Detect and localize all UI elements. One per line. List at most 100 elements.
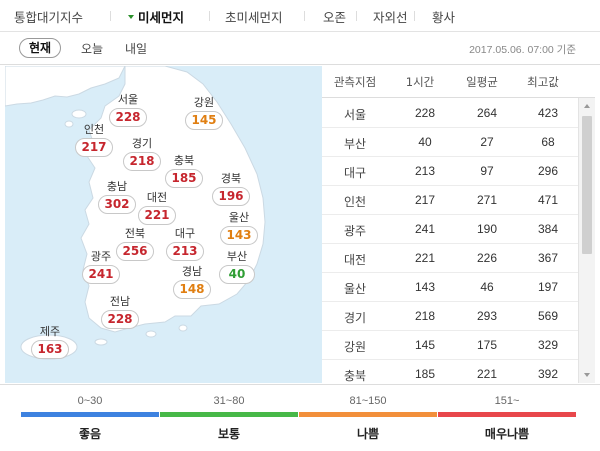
cell-station: 충북 xyxy=(343,369,367,383)
region-name: 인천 xyxy=(83,123,105,136)
region-jeonnam[interactable]: 전남 228 xyxy=(90,295,150,329)
table-row: 부산 40 27 68 xyxy=(322,128,578,157)
tab-yellow-dust[interactable]: 황사 xyxy=(432,10,456,25)
cell-station: 부산 xyxy=(343,137,367,151)
region-daejeon[interactable]: 대전 221 xyxy=(127,191,187,225)
cell-daily-avg: 293 xyxy=(476,309,498,323)
region-name: 전북 xyxy=(124,227,146,240)
table-scrollbar[interactable] xyxy=(578,98,595,383)
scroll-down-arrow-icon[interactable] xyxy=(584,373,590,377)
legend-label: 매우나쁨 xyxy=(484,427,530,441)
tab-divider xyxy=(110,11,111,21)
cell-max: 197 xyxy=(537,280,559,294)
region-daegu[interactable]: 대구 213 xyxy=(155,227,215,261)
region-jeonbuk[interactable]: 전북 256 xyxy=(105,227,165,261)
region-value-badge: 148 xyxy=(173,280,211,299)
header-station: 관측지점 xyxy=(333,75,377,89)
region-incheon[interactable]: 인천 217 xyxy=(64,123,124,157)
region-gyeongbuk[interactable]: 경북 196 xyxy=(201,172,261,206)
cell-station: 인천 xyxy=(343,195,367,209)
legend-range: 81~150 xyxy=(349,395,387,407)
cell-station: 대구 xyxy=(343,166,367,180)
table-row: 서울 228 264 423 xyxy=(322,99,578,128)
tab-ozone[interactable]: 오존 xyxy=(323,10,347,25)
north-landmass xyxy=(5,66,126,107)
island xyxy=(178,324,188,332)
tab-today[interactable]: 오늘 xyxy=(81,42,104,56)
scroll-up-arrow-icon[interactable] xyxy=(584,104,590,108)
table-row: 충북 185 221 392 xyxy=(322,360,578,383)
cell-daily-avg: 46 xyxy=(480,280,494,294)
cell-station: 광주 xyxy=(343,224,367,238)
cell-max: 367 xyxy=(537,251,559,265)
cell-daily-avg: 190 xyxy=(476,222,498,236)
legend-label: 좋음 xyxy=(78,427,102,441)
tab-integrated-index[interactable]: 통합대기지수 xyxy=(14,10,84,25)
region-name: 대구 xyxy=(174,227,196,240)
tab-tomorrow[interactable]: 내일 xyxy=(125,42,148,56)
legend-label: 나쁨 xyxy=(356,427,380,441)
tab-uv[interactable]: 자외선 xyxy=(373,10,408,25)
region-chungbuk[interactable]: 충북 185 xyxy=(154,154,214,188)
region-name: 대전 xyxy=(146,191,168,204)
tab-fine-dust[interactable]: 미세먼지 xyxy=(128,7,184,26)
tab-divider xyxy=(414,11,415,21)
cell-hourly: 143 xyxy=(414,280,436,294)
cell-station: 경기 xyxy=(343,311,367,325)
cell-daily-avg: 226 xyxy=(476,251,498,265)
region-chungnam[interactable]: 충남 302 xyxy=(87,180,147,214)
legend-color-bar xyxy=(438,412,576,417)
legend-bad: 81~150 나쁨 xyxy=(299,395,437,442)
table-row: 대전 221 226 367 xyxy=(322,244,578,273)
scroll-thumb[interactable] xyxy=(582,116,592,254)
table-row: 광주 241 190 384 xyxy=(322,215,578,244)
cell-max: 329 xyxy=(537,338,559,352)
region-gwangju[interactable]: 광주 241 xyxy=(71,250,131,284)
island xyxy=(64,120,74,128)
region-name: 충남 xyxy=(106,180,128,193)
region-gyeongnam[interactable]: 경남 148 xyxy=(162,265,222,299)
region-name: 충북 xyxy=(173,154,195,167)
region-ulsan[interactable]: 울산 143 xyxy=(209,211,269,245)
cell-daily-avg: 27 xyxy=(480,135,494,149)
region-busan[interactable]: 부산 40 xyxy=(207,250,267,284)
region-value-badge: 143 xyxy=(220,226,258,245)
cell-hourly: 40 xyxy=(418,135,432,149)
cell-station: 서울 xyxy=(343,108,367,122)
cell-hourly: 241 xyxy=(414,222,436,236)
region-value-badge: 218 xyxy=(123,152,161,171)
legend-range: 31~80 xyxy=(213,395,245,407)
cell-hourly: 217 xyxy=(414,193,436,207)
region-value-badge: 228 xyxy=(109,108,147,127)
table-row: 경기 218 293 569 xyxy=(322,302,578,331)
tab-divider xyxy=(209,11,210,21)
cell-station: 강원 xyxy=(343,340,367,354)
region-value-badge: 217 xyxy=(75,138,113,157)
legend-range: 0~30 xyxy=(77,395,103,407)
region-name: 경기 xyxy=(131,137,153,150)
region-gangwon[interactable]: 강원 145 xyxy=(174,96,234,130)
region-name: 경북 xyxy=(220,172,242,185)
island xyxy=(145,330,157,338)
table-header: 관측지점 1시간 일평균 최고값 xyxy=(322,66,595,98)
legend-color-bar xyxy=(160,412,298,417)
cell-max: 296 xyxy=(537,164,559,178)
ganghwa-island xyxy=(71,109,87,119)
table-row: 대구 213 97 296 xyxy=(322,157,578,186)
tab-ultrafine-dust[interactable]: 초미세먼지 xyxy=(225,10,283,25)
region-name: 제주 xyxy=(39,325,61,338)
region-name: 강원 xyxy=(193,96,215,109)
table-row: 인천 217 271 471 xyxy=(322,186,578,215)
legend-range: 151~ xyxy=(494,395,520,407)
cell-max: 471 xyxy=(537,193,559,207)
region-value-badge: 256 xyxy=(116,242,154,261)
region-value-badge: 163 xyxy=(31,340,69,359)
region-value-badge: 241 xyxy=(82,265,120,284)
cell-max: 384 xyxy=(537,222,559,236)
air-quality-tab-bar: 통합대기지수 미세먼지 초미세먼지 오존 자외선 황사 xyxy=(0,0,600,32)
tab-current[interactable]: 현재 xyxy=(19,38,62,58)
region-jeju[interactable]: 제주 163 xyxy=(20,325,80,359)
region-seoul[interactable]: 서울 228 xyxy=(98,93,158,127)
region-gyeonggi[interactable]: 경기 218 xyxy=(112,137,172,171)
korea-dust-map: 서울 228 강원 145 인천 217 경기 218 충북 185 충남 30… xyxy=(5,66,322,383)
